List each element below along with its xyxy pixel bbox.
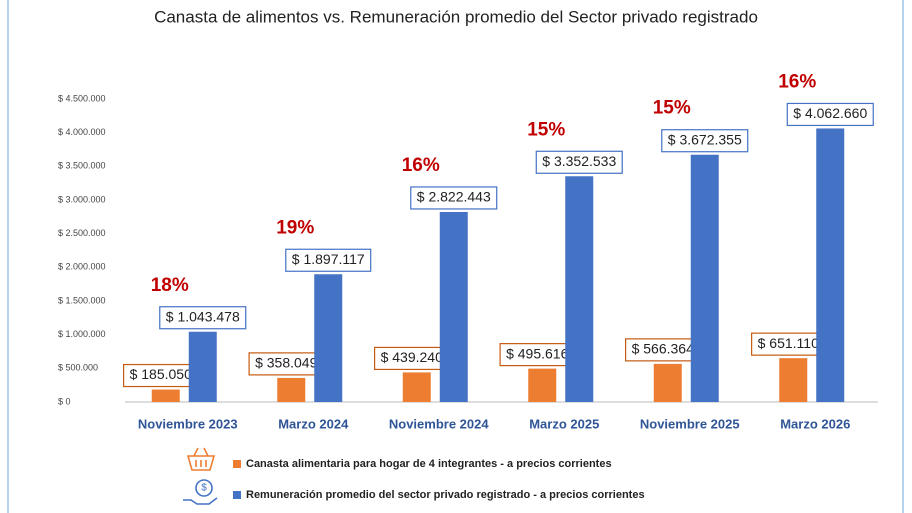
bar bbox=[653, 363, 682, 402]
bar bbox=[816, 128, 845, 402]
value-label: $ 4.062.660 bbox=[793, 105, 867, 121]
value-label-box bbox=[786, 102, 874, 127]
y-tick-label: $ 0 bbox=[58, 396, 71, 406]
x-tick-label: Noviembre 2023 bbox=[138, 416, 238, 431]
bar bbox=[151, 389, 180, 402]
bar bbox=[565, 176, 594, 402]
value-label-box bbox=[661, 129, 749, 153]
bar bbox=[439, 211, 468, 402]
y-tick-label: $ 3.500.000 bbox=[58, 161, 106, 171]
x-tick-label: Marzo 2025 bbox=[529, 416, 599, 431]
y-tick-label: $ 1.500.000 bbox=[58, 295, 106, 305]
value-label: $ 651.110 bbox=[758, 335, 819, 351]
x-tick-label: Marzo 2024 bbox=[278, 416, 349, 431]
y-tick-label: $ 2.500.000 bbox=[58, 228, 106, 238]
x-tick-label: Noviembre 2024 bbox=[389, 416, 489, 431]
y-tick-label: $ 4.500.000 bbox=[58, 93, 106, 103]
value-label-box bbox=[535, 150, 623, 174]
percent-label: 18% bbox=[151, 275, 189, 296]
bar bbox=[528, 368, 557, 402]
bar bbox=[314, 274, 343, 402]
legend-label: Canasta alimentaria para hogar de 4 inte… bbox=[246, 458, 612, 470]
bar bbox=[188, 331, 217, 402]
value-label: $ 1.897.117 bbox=[292, 251, 365, 267]
chart-title: Canasta de alimentos vs. Remuneración pr… bbox=[154, 7, 758, 26]
legend-swatch bbox=[233, 460, 241, 468]
y-tick-label: $ 1.000.000 bbox=[58, 329, 106, 339]
y-tick-label: $ 3.000.000 bbox=[58, 194, 106, 204]
x-tick-label: Noviembre 2025 bbox=[640, 416, 740, 431]
basket-icon bbox=[186, 447, 216, 471]
bar bbox=[779, 358, 808, 402]
y-tick-label: $ 500.000 bbox=[58, 363, 98, 373]
percent-label: 16% bbox=[402, 155, 440, 176]
value-label: $ 358.049 bbox=[255, 355, 317, 371]
value-label: $ 439.240 bbox=[381, 349, 443, 365]
value-label: $ 495.616 bbox=[506, 345, 568, 361]
y-tick-label: $ 2.000.000 bbox=[58, 262, 106, 272]
x-tick-label: Marzo 2026 bbox=[780, 416, 850, 431]
legend-swatch bbox=[233, 491, 241, 499]
percent-label: 16% bbox=[778, 71, 816, 92]
value-label: $ 566.364 bbox=[632, 341, 694, 357]
value-label: $ 1.043.478 bbox=[166, 308, 240, 324]
bar bbox=[402, 372, 431, 402]
bar bbox=[277, 377, 306, 402]
value-label-box bbox=[285, 248, 372, 272]
value-label-box bbox=[410, 186, 498, 210]
frame bbox=[7, 0, 904, 513]
value-label: $ 185.050 bbox=[130, 366, 192, 382]
percent-label: 15% bbox=[653, 98, 691, 119]
percent-label: 19% bbox=[276, 217, 314, 238]
value-label: $ 2.822.443 bbox=[417, 189, 491, 205]
percent-label: 15% bbox=[527, 119, 565, 140]
bar bbox=[690, 154, 719, 402]
value-label-box bbox=[159, 306, 247, 330]
money-icon bbox=[183, 479, 218, 505]
y-tick-label: $ 4.000.000 bbox=[58, 127, 106, 137]
value-label: $ 3.352.533 bbox=[542, 153, 616, 169]
value-label: $ 3.672.355 bbox=[668, 131, 742, 147]
legend-label: Remuneración promedio del sector privado… bbox=[246, 489, 645, 501]
icon-glyph: $ bbox=[201, 483, 207, 494]
